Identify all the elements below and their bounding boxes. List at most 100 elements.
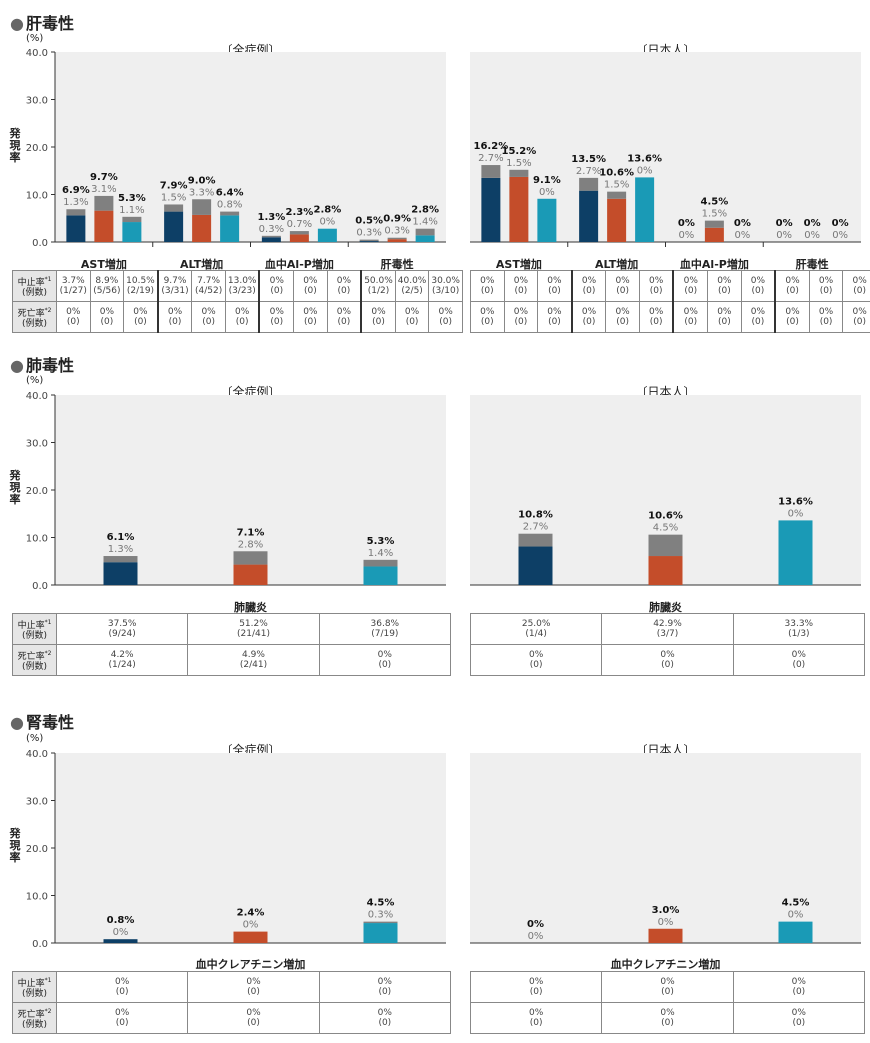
- section-title-text: 肺毒性: [25, 356, 74, 375]
- bar-chart: 16.2%2.7%15.2%1.5%9.1%0%13.5%2.7%10.6%1.…: [470, 141, 861, 247]
- bar-segment-grey: [122, 216, 142, 223]
- data-label-total: 2.3%: [286, 207, 314, 218]
- rate-table: 中止率*1 (例数) 3.7% (1/27) 8.9% (5/56) 10.5% (2/19)…: [12, 270, 463, 333]
- category-label: 肺臓炎: [234, 601, 267, 614]
- table-cell: 0% (0): [360, 301, 396, 333]
- bullet-icon: ●: [10, 14, 24, 33]
- plot-area: 0.0 10.0 20.0 30.0 40.0 0.8% 0% 2.4% 0% 4.5% 0.3%: [26, 749, 446, 950]
- bar-segment-main: [509, 176, 529, 242]
- table-cell: 0% (0): [191, 301, 226, 333]
- bar-segment-main: [164, 211, 184, 242]
- data-label-grey: 4.5%: [653, 523, 678, 534]
- table-cell: 13.0% (3/23): [224, 270, 260, 302]
- table-cell: 0% (0): [56, 301, 91, 333]
- table-cell: 0% (0): [469, 1002, 603, 1034]
- table-row: 0% (0) 0% (0) 0% (0): [469, 644, 865, 676]
- y-tick-label: 0.0: [32, 939, 48, 950]
- bar-segment-main: [363, 566, 398, 585]
- table-row: 中止率*1 (例数) 3.7% (1/27) 8.9% (5/56) 10.5% (2/19)…: [12, 270, 463, 302]
- bar-segment-grey: [579, 177, 599, 191]
- bar-segment-grey: [164, 204, 184, 212]
- section-title: ● 肺毒性: [10, 352, 74, 376]
- table-cell: 4.9% (2/41): [187, 644, 320, 676]
- table-cell: 0% (0): [537, 270, 573, 302]
- table-cell: 42.9% (3/7): [601, 613, 734, 645]
- table-cell: 0% (0): [570, 301, 607, 333]
- data-label-grey: 0%: [658, 917, 674, 928]
- table-cell: 40.0% (2/5): [394, 270, 430, 302]
- y-tick-label: 0.0: [32, 238, 48, 249]
- category-label: 肝毒性: [380, 258, 414, 271]
- table-cell: 0% (0): [638, 301, 674, 333]
- data-label-total: 0%: [776, 218, 793, 229]
- table-cell: 8.9% (5/56): [89, 270, 125, 302]
- data-label-total: 6.1%: [107, 532, 135, 543]
- row-header: 死亡率*2 (例数): [12, 301, 57, 333]
- data-label-grey: 0%: [788, 508, 804, 519]
- data-label-total: 13.6%: [627, 153, 662, 164]
- bar-segment-main: [648, 556, 683, 585]
- table-cell: 0% (0): [428, 301, 463, 333]
- table-cell: 0% (0): [470, 301, 505, 333]
- table-cell: 33.3% (1/3): [732, 613, 865, 645]
- table-cell: 0% (0): [774, 301, 810, 333]
- table-cell: 0% (0): [326, 301, 362, 333]
- bar-segment-main: [518, 546, 553, 585]
- data-label-grey: 1.4%: [368, 548, 393, 559]
- table-cell: 0% (0): [842, 301, 870, 333]
- y-axis-label: 発現率: [9, 469, 21, 506]
- table-cell: 0% (0): [293, 270, 328, 302]
- data-label-grey: 0%: [832, 230, 848, 241]
- bar-segment-grey: [518, 533, 553, 547]
- table-row: 死亡率*2 (例数) 4.2% (1/24) 4.9% (2/41) 0% (0): [12, 644, 451, 676]
- data-label-total: 0%: [804, 218, 821, 229]
- data-label-grey: 0%: [528, 931, 544, 942]
- bar-segment-grey: [220, 211, 240, 216]
- table-cell: 0% (0): [156, 301, 193, 333]
- table-cell: 0% (0): [808, 301, 844, 333]
- category-label: AST増加: [495, 258, 542, 271]
- bar-segment-main: [481, 177, 501, 242]
- table-row: 死亡率*2 (例数) 0% (0) 0% (0) 0% (0): [12, 1002, 451, 1034]
- table-cell: 30.0% (3/10): [428, 270, 463, 302]
- bar-segment-main: [778, 520, 813, 585]
- data-label-total: 0%: [832, 218, 849, 229]
- section-title-text: 肝毒性: [25, 14, 74, 33]
- table-row: 0% (0) 0% (0) 0% (0): [469, 971, 865, 1003]
- data-label-grey: 2.8%: [238, 539, 263, 550]
- table-cell: 4.2% (1/24): [55, 644, 189, 676]
- bar-chart: 0.010.020.030.040.00.8%0%2.4%0%4.5%0.3%: [26, 749, 446, 950]
- table-cell: 0% (0): [123, 301, 159, 333]
- row-header: 死亡率*2 (例数): [12, 644, 57, 676]
- bullet-icon: ●: [10, 713, 24, 732]
- footnote-mark: *1: [44, 618, 52, 626]
- plot-area: 10.8% 2.7% 10.6% 4.5% 13.6% 0%: [470, 395, 861, 586]
- category-label: 肝毒性: [795, 258, 829, 271]
- table-cell: 50.0% (1/2): [360, 270, 396, 302]
- bar-segment-main: [778, 921, 813, 943]
- data-label-grey: 2.7%: [478, 153, 503, 164]
- bar-segment-main: [289, 234, 309, 242]
- y-axis-label: 発現率: [9, 127, 21, 164]
- data-label-grey: 0%: [804, 230, 820, 241]
- bar-segment-main: [363, 923, 398, 943]
- data-label-grey: 2.7%: [523, 522, 548, 533]
- data-label-total: 9.0%: [188, 175, 216, 186]
- data-label-total: 1.3%: [258, 212, 286, 223]
- bar-segment-main: [94, 210, 114, 242]
- table-cell: 0% (0): [842, 270, 870, 302]
- data-label-total: 2.4%: [237, 908, 265, 919]
- table-cell: 25.0% (1/4): [469, 613, 603, 645]
- row-header: 死亡率*2 (例数): [12, 1002, 57, 1034]
- table-cell: 0% (0): [740, 270, 776, 302]
- table-row: 死亡率*2 (例数) 0% (0) 0% (0) 0% (0) 0% (0) 0% (0) 0% (0) 0…: [12, 301, 463, 333]
- y-tick-label: 30.0: [26, 797, 48, 808]
- bar-segment-main: [103, 939, 138, 943]
- y-tick-label: 20.0: [26, 143, 48, 154]
- row-header: 中止率*1 (例数): [12, 270, 57, 302]
- table-cell: 0% (0): [318, 1002, 451, 1034]
- bar-segment-grey: [481, 165, 501, 178]
- table-cell: 37.5% (9/24): [55, 613, 189, 645]
- table-cell: 0% (0): [707, 301, 742, 333]
- plot-area: 16.2% 2.7% 15.2% 1.5% 9.1% 0% 13.5% 2.7% 10.6% 1.…: [470, 52, 861, 247]
